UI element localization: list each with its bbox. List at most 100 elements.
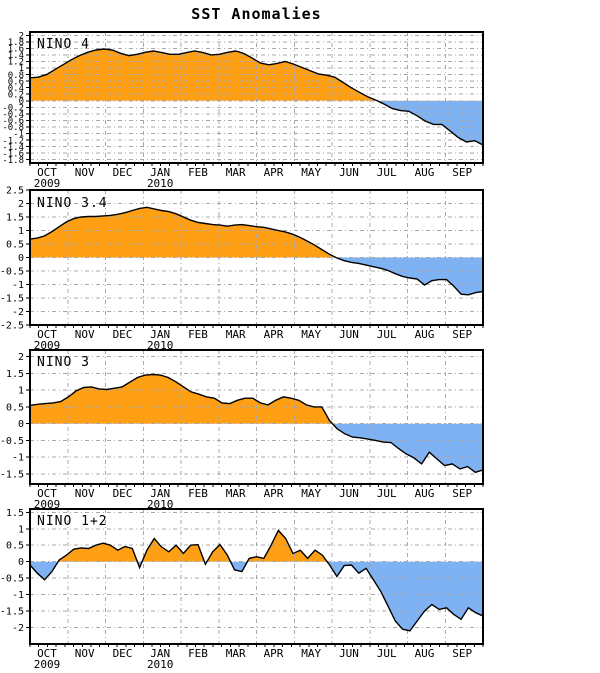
svg-text:SEP: SEP <box>452 487 472 500</box>
negative-anomaly-area <box>30 257 483 295</box>
panel-title-nino-4: NINO 4 <box>37 37 90 52</box>
anomaly-line <box>29 373 484 474</box>
svg-text:FEB: FEB <box>188 487 208 500</box>
svg-text:2: 2 <box>18 352 24 363</box>
svg-text:0: 0 <box>19 97 24 107</box>
svg-text:AUG: AUG <box>415 647 435 660</box>
svg-text:-0.8: -0.8 <box>2 123 24 133</box>
svg-text:0.5: 0.5 <box>6 402 24 413</box>
svg-text:APR: APR <box>264 647 284 660</box>
svg-text:JAN: JAN <box>150 487 170 500</box>
svg-text:MAY: MAY <box>301 647 321 660</box>
svg-text:2009: 2009 <box>34 498 61 511</box>
svg-text:1: 1 <box>18 226 24 237</box>
svg-text:JUL: JUL <box>377 647 397 660</box>
svg-text:-1.6: -1.6 <box>2 149 24 159</box>
svg-text:-0.5: -0.5 <box>0 574 24 585</box>
svg-text:JUN: JUN <box>339 647 359 660</box>
svg-text:MAR: MAR <box>226 487 246 500</box>
svg-text:0.4: 0.4 <box>8 84 24 94</box>
svg-text:NOV: NOV <box>75 328 95 341</box>
svg-text:OCT: OCT <box>37 647 57 660</box>
gridlines <box>30 509 483 644</box>
svg-text:0.6: 0.6 <box>8 77 24 87</box>
svg-text:2: 2 <box>18 199 24 210</box>
svg-text:MAY: MAY <box>301 166 321 179</box>
svg-text:MAR: MAR <box>226 328 246 341</box>
negative-anomaly-area <box>30 100 483 145</box>
y-axis-labels: 21.81.61.41.210.80.60.40.20-0.2-0.4-0.6-… <box>2 31 30 166</box>
svg-text:-0.6: -0.6 <box>2 117 24 127</box>
svg-text:1.2: 1.2 <box>8 58 24 68</box>
svg-text:MAR: MAR <box>226 647 246 660</box>
svg-text:-1: -1 <box>12 280 24 291</box>
panel-title-nino-3-4: NINO 3.4 <box>37 196 108 211</box>
svg-text:FEB: FEB <box>188 328 208 341</box>
svg-text:2009: 2009 <box>34 177 61 190</box>
svg-text:0: 0 <box>18 253 24 264</box>
svg-text:2010: 2010 <box>147 658 174 671</box>
svg-text:MAY: MAY <box>301 328 321 341</box>
svg-text:2009: 2009 <box>34 658 61 671</box>
svg-text:FEB: FEB <box>188 166 208 179</box>
svg-text:0: 0 <box>18 419 24 430</box>
svg-text:1.8: 1.8 <box>8 38 24 48</box>
svg-text:DEC: DEC <box>113 328 133 341</box>
weekly-ticks <box>29 163 484 166</box>
figure-title: SST Anomalies <box>191 5 322 23</box>
y-axis-labels: 1.5 1 0.5 0 -0.5 -1 -1.5 -2 <box>0 508 30 634</box>
y-axis-labels: 2.5 2 1.5 1 0.5 0 -0.5 -1 -1.5 -2 -2.5 <box>0 186 30 332</box>
svg-text:1.6: 1.6 <box>8 45 24 55</box>
svg-text:0.5: 0.5 <box>6 240 24 251</box>
svg-text:OCT: OCT <box>37 487 57 500</box>
svg-text:0: 0 <box>18 557 24 568</box>
svg-text:NOV: NOV <box>75 166 95 179</box>
positive-anomaly-area <box>58 530 328 562</box>
svg-text:JAN: JAN <box>150 647 170 660</box>
svg-text:JUL: JUL <box>377 328 397 341</box>
svg-text:2: 2 <box>19 31 24 41</box>
svg-text:DEC: DEC <box>113 487 133 500</box>
svg-text:-1: -1 <box>12 453 24 464</box>
svg-text:-1: -1 <box>13 130 24 140</box>
panel-title-nino-1-2: NINO 1+2 <box>37 514 108 529</box>
weekly-ticks <box>29 644 484 647</box>
svg-text:1.5: 1.5 <box>6 508 24 519</box>
svg-text:AUG: AUG <box>415 166 435 179</box>
svg-text:-0.5: -0.5 <box>0 267 24 278</box>
svg-text:-2: -2 <box>12 623 24 634</box>
svg-text:1: 1 <box>19 64 24 74</box>
svg-text:SEP: SEP <box>452 328 472 341</box>
svg-text:-1.5: -1.5 <box>0 607 24 618</box>
svg-text:-1: -1 <box>12 590 24 601</box>
svg-text:1: 1 <box>18 386 24 397</box>
svg-text:OCT: OCT <box>37 328 57 341</box>
svg-text:-2: -2 <box>12 307 24 318</box>
svg-text:APR: APR <box>264 328 284 341</box>
svg-text:APR: APR <box>264 166 284 179</box>
svg-text:JUL: JUL <box>377 166 397 179</box>
svg-text:2010: 2010 <box>147 498 174 511</box>
svg-text:2.5: 2.5 <box>6 186 24 197</box>
anomaly-line <box>29 48 484 146</box>
svg-text:-0.5: -0.5 <box>0 436 24 447</box>
svg-text:2010: 2010 <box>147 339 174 352</box>
positive-anomaly-area <box>30 49 378 101</box>
svg-text:1.5: 1.5 <box>6 369 24 380</box>
anomaly-line <box>29 529 484 632</box>
svg-text:-1.8: -1.8 <box>2 156 24 166</box>
svg-text:-0.4: -0.4 <box>2 110 24 120</box>
weekly-ticks <box>29 325 484 328</box>
svg-text:-1.5: -1.5 <box>0 294 24 305</box>
svg-text:JUL: JUL <box>377 487 397 500</box>
svg-text:2010: 2010 <box>147 177 174 190</box>
svg-text:0.8: 0.8 <box>8 71 24 81</box>
svg-text:-2.5: -2.5 <box>0 321 24 332</box>
svg-text:OCT: OCT <box>37 166 57 179</box>
